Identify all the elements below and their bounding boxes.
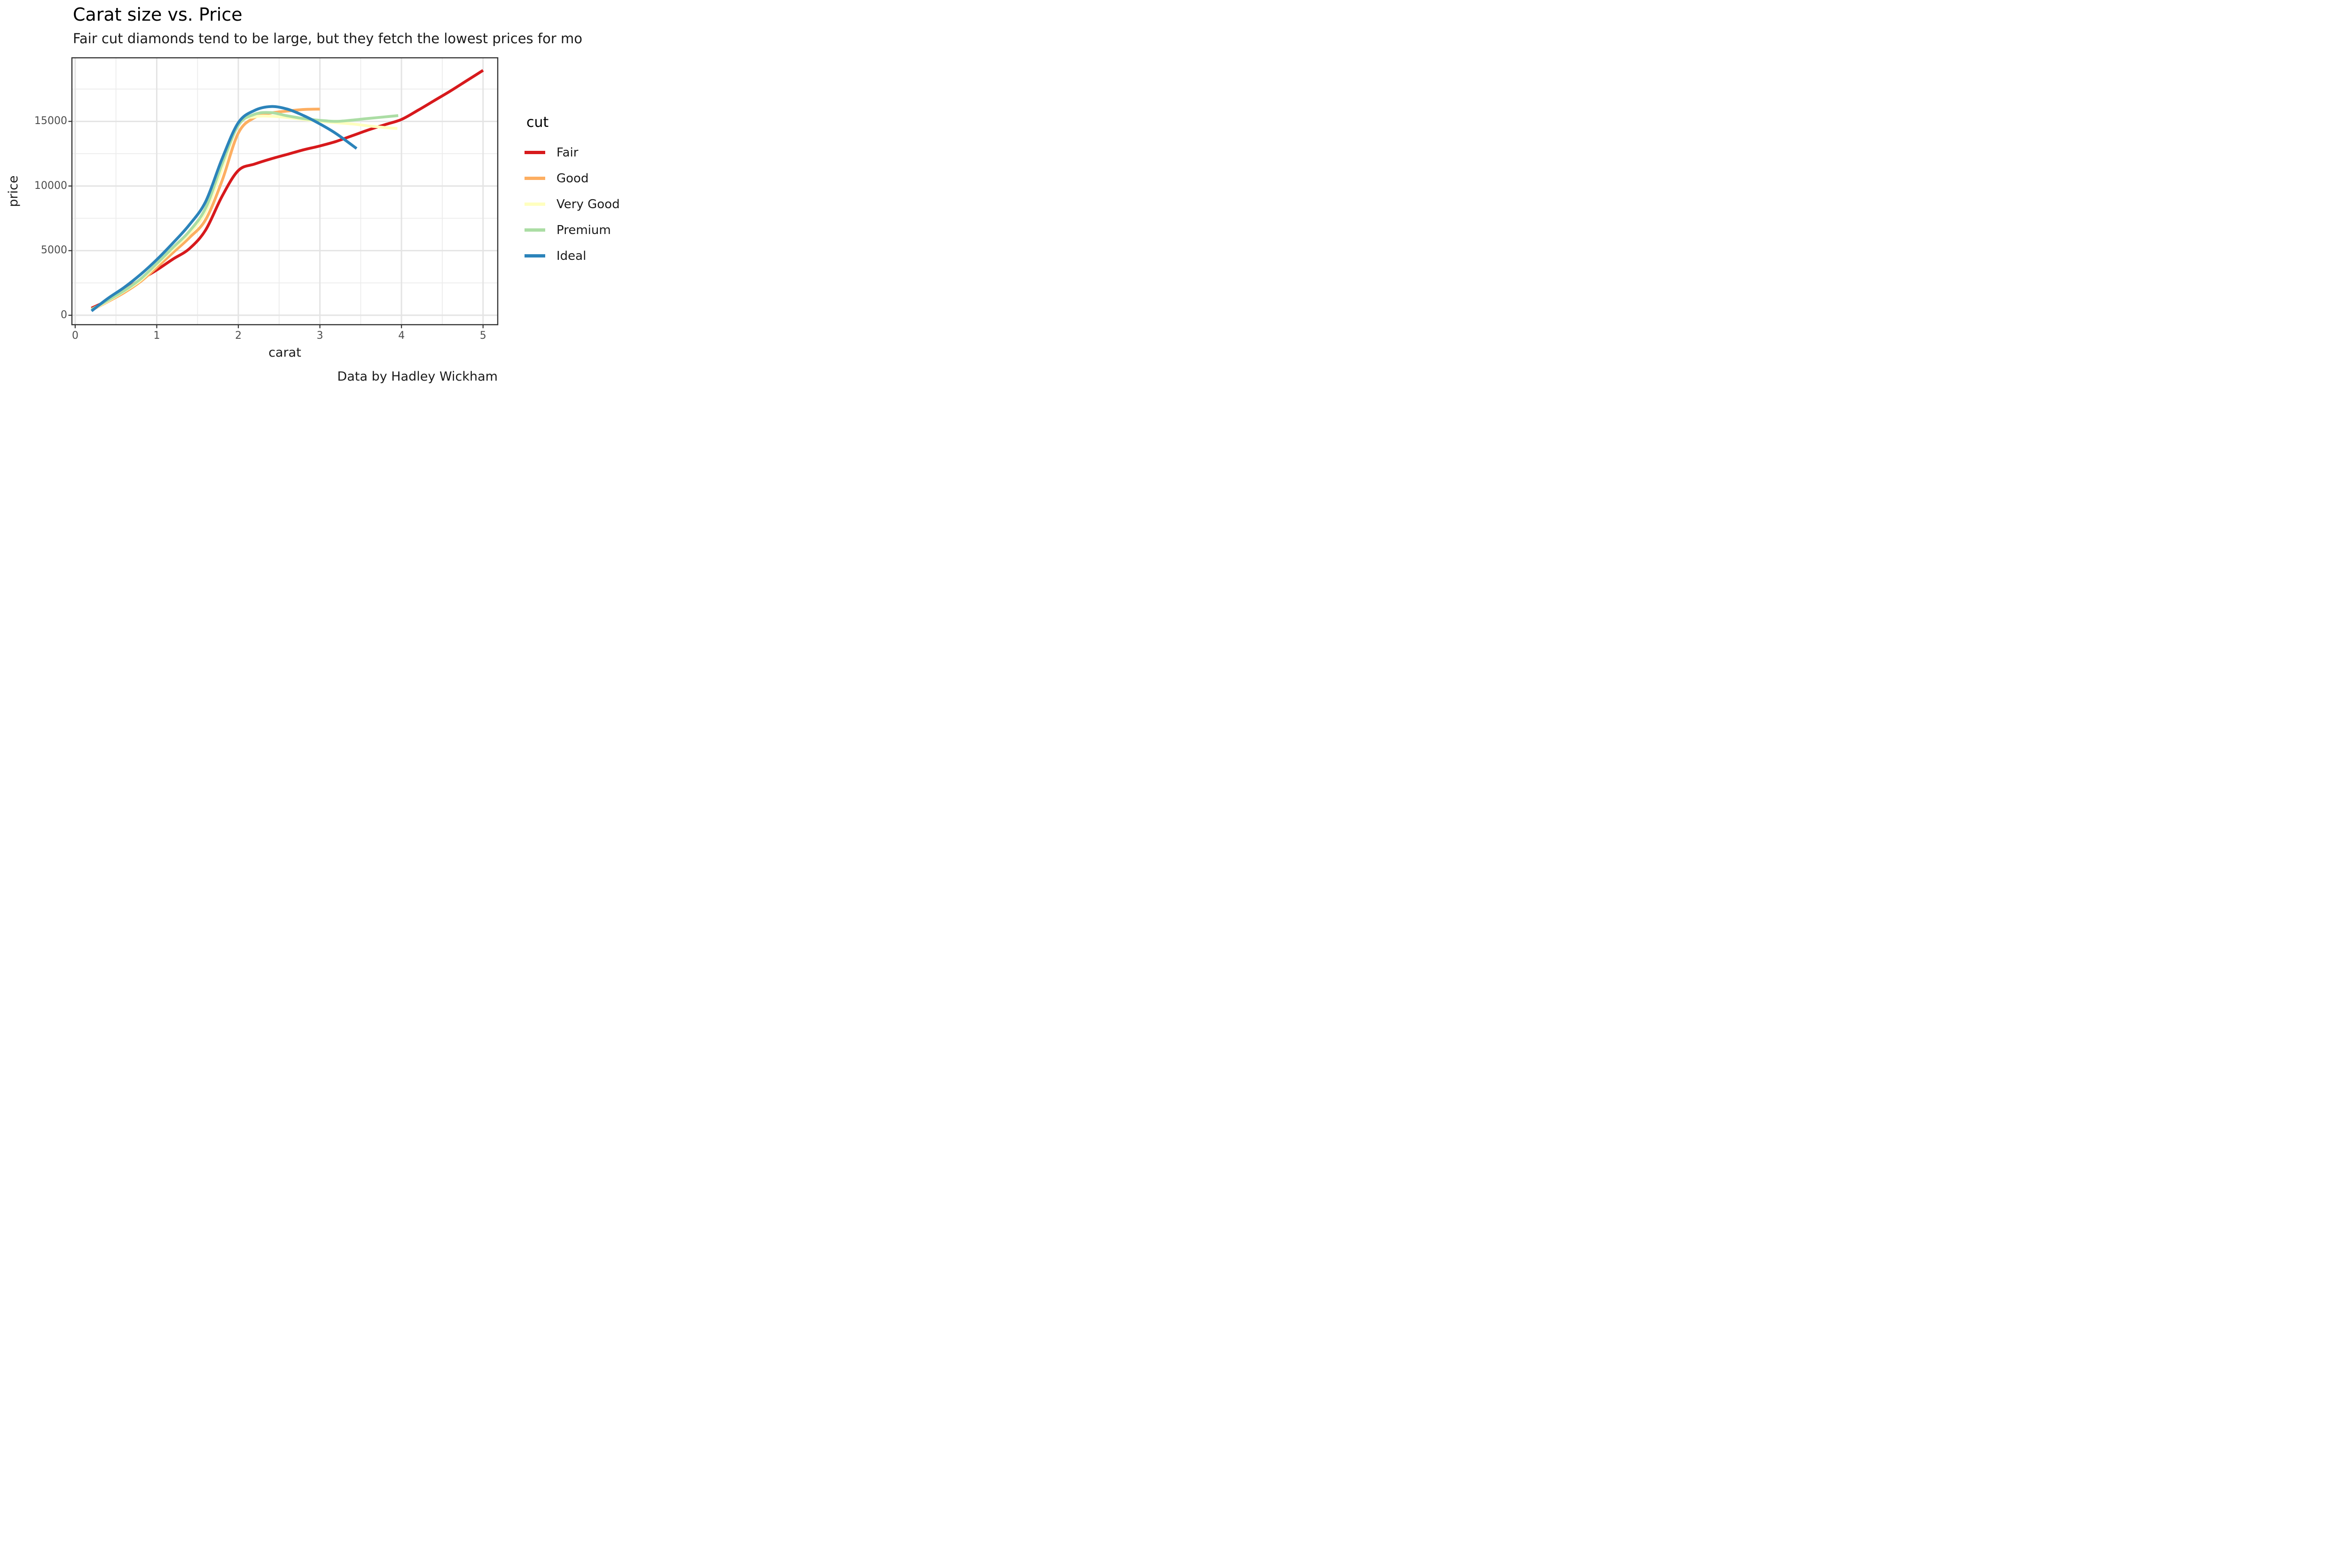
chart-title: Carat size vs. Price — [73, 4, 243, 25]
x-tick-label: 2 — [235, 330, 242, 342]
legend-item: Fair — [525, 140, 620, 165]
series-line-premium — [91, 111, 399, 311]
x-tick-label: 1 — [153, 330, 160, 342]
series-line-fair — [91, 69, 484, 310]
y-axis-title: price — [6, 175, 21, 207]
x-tick-label: 0 — [71, 330, 78, 342]
legend-item: Premium — [525, 217, 620, 243]
legend-item: Ideal — [525, 243, 620, 269]
legend-item-label: Fair — [556, 145, 579, 160]
chart-subtitle: Fair cut diamonds tend to be large, but … — [73, 31, 582, 47]
x-tick-label: 4 — [398, 330, 405, 342]
legend-swatch-premium — [525, 228, 545, 232]
caption: Data by Hadley Wickham — [337, 369, 498, 384]
x-tick-label: 5 — [479, 330, 486, 342]
legend-item: Good — [525, 165, 620, 191]
x-axis-title: carat — [268, 345, 301, 360]
y-tick-label: 15000 — [34, 115, 67, 127]
legend: cut Fair Good Very Good Premium Ideal — [525, 114, 620, 269]
legend-swatch-good — [525, 177, 545, 180]
plot-canvas — [68, 57, 499, 328]
legend-items: Fair Good Very Good Premium Ideal — [525, 140, 620, 269]
legend-swatch-very-good — [525, 203, 545, 206]
legend-item-label: Premium — [556, 223, 611, 237]
y-tick-label: 0 — [61, 309, 67, 321]
legend-item-label: Very Good — [556, 197, 620, 211]
legend-title: cut — [526, 114, 549, 131]
y-tick-label: 5000 — [41, 244, 67, 257]
legend-item-label: Ideal — [556, 249, 587, 263]
diamond-price-chart: Carat size vs. Price Fair cut diamonds t… — [0, 0, 634, 392]
legend-swatch-fair — [525, 151, 545, 154]
x-tick-label: 3 — [316, 330, 323, 342]
legend-swatch-ideal — [525, 254, 545, 257]
legend-item-label: Good — [556, 171, 589, 186]
legend-item: Very Good — [525, 191, 620, 217]
series-line-ideal — [90, 105, 358, 312]
y-tick-label: 10000 — [34, 179, 67, 192]
panel-border — [71, 57, 499, 326]
